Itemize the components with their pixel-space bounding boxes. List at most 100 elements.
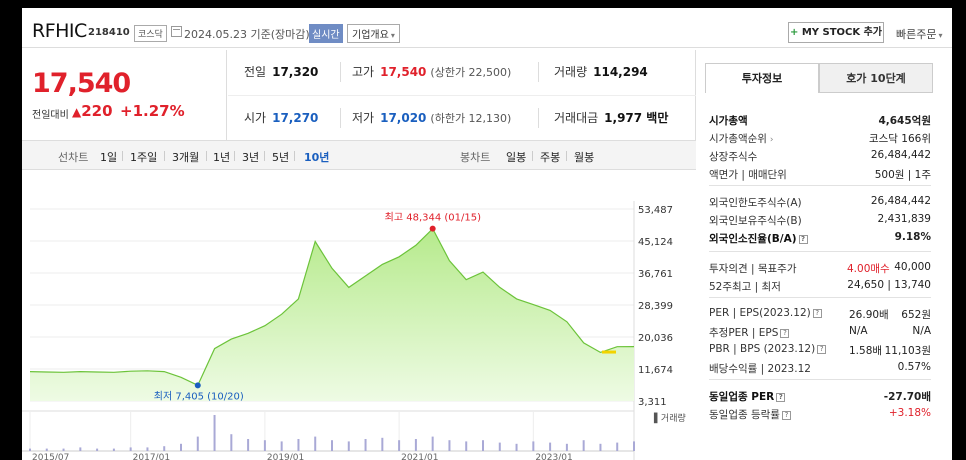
info-value-secondary: 26.90배 — [849, 309, 889, 321]
volume-bar — [280, 441, 283, 451]
lower-limit: (하한가 12,130) — [430, 112, 512, 125]
candle-monthly[interactable]: 월봉 — [574, 151, 595, 164]
volume-bar — [532, 441, 535, 451]
volume-bar — [616, 442, 619, 451]
info-value-secondary: 4.00매수 — [847, 263, 890, 275]
info-row: 외국인소진율(B/A)? 9.18% — [709, 229, 931, 247]
upper-limit: (상한가 22,500) — [430, 66, 512, 79]
volume-bar — [163, 446, 166, 451]
chevron-right-icon[interactable]: › — [766, 135, 774, 145]
help-icon[interactable]: ? — [798, 235, 808, 244]
tab-orderbook[interactable]: 호가 10단계 — [819, 63, 933, 93]
volume-label: ▌거래량 — [653, 412, 686, 424]
volume-bar — [29, 448, 31, 451]
volume-bar — [465, 441, 468, 451]
period-3y[interactable]: 3년 — [242, 151, 260, 164]
info-value: 2,431,839 — [877, 213, 931, 225]
help-icon[interactable]: ? — [817, 345, 827, 354]
help-icon[interactable]: ? — [776, 393, 786, 402]
period-1y[interactable]: 1년 — [213, 151, 231, 164]
stats-row-1: 전일 17,320 고가 17,540 (상한가 22,500) 거래량 114,294 — [228, 50, 696, 95]
volume-bar — [515, 443, 518, 451]
volume-bar — [398, 440, 401, 451]
volume-bar — [129, 447, 132, 451]
stat-label: 전일 — [244, 65, 267, 79]
y-tick-label: 36,761 — [638, 269, 673, 280]
plus-icon: + — [789, 27, 799, 38]
line-chart-label: 선차트 — [58, 151, 89, 164]
current-price: 17,540 — [32, 68, 131, 99]
stat-label: 시가 — [244, 111, 267, 125]
info-label: 외국인소진율(B/A)? — [709, 231, 808, 246]
info-value: 24,650 | 13,740 — [847, 279, 931, 291]
price-stats: 전일 17,320 고가 17,540 (상한가 22,500) 거래량 114,294… — [228, 50, 696, 140]
period-3m[interactable]: 3개월 — [172, 151, 200, 164]
candle-daily[interactable]: 일봉 — [506, 151, 527, 164]
info-row: 외국인한도주식수(A) 26,484,442 — [709, 193, 931, 211]
stat-prev-close: 전일 17,320 — [244, 50, 318, 95]
volume-bar — [297, 439, 300, 451]
quote-date: 2024.05.23 기준(장마감) — [184, 28, 310, 41]
min-point — [194, 382, 201, 389]
info-label: 52주최고 | 최저 — [709, 281, 781, 293]
company-info-dropdown[interactable]: 기업개요 ▾ — [347, 24, 400, 43]
quick-order-dropdown[interactable]: 빠른주문 ▾ — [896, 26, 943, 42]
info-label: 추정PER | EPS? — [709, 325, 790, 340]
stock-widget: RFHIC 218410 코스닥 2024.05.23 기준(장마감) 실시간 … — [22, 8, 952, 460]
info-label: 시가총액 — [709, 115, 748, 127]
stat-value: 17,020 — [380, 111, 427, 125]
price-chart-svg: 최고 48,344 (01/15) 최저 7,405 (10/20) 53,487… — [22, 201, 686, 460]
volume-bar — [482, 440, 484, 451]
quick-order-label: 빠른주문 — [896, 28, 937, 41]
period-10y[interactable]: 10년 — [304, 151, 330, 164]
info-value: 11,103원 — [884, 345, 931, 357]
period-5y[interactable]: 5년 — [272, 151, 290, 164]
info-value: 652원 — [901, 309, 931, 321]
info-value: 4,645억원 — [878, 115, 931, 127]
info-row: 상장주식수 26,484,442 — [709, 147, 931, 165]
volume-bar — [549, 442, 552, 451]
calendar-icon — [171, 26, 182, 37]
info-value-secondary: 1.58배 — [849, 345, 883, 357]
info-row: PBR | BPS (2023.12)? 1.58배 11,103원 — [709, 341, 931, 359]
info-value: N/A — [912, 325, 931, 337]
info-label: 액면가 | 매매단위 — [709, 169, 787, 181]
x-tick-label: 2023/01 — [535, 453, 572, 460]
volume-bar — [431, 436, 434, 451]
volume-bar — [414, 439, 417, 451]
help-icon[interactable]: ? — [781, 411, 791, 420]
volume-bar — [146, 447, 149, 451]
help-icon[interactable]: ? — [780, 329, 790, 338]
stat-label: 저가 — [352, 111, 375, 125]
info-label: 투자의견 | 목표주가 — [709, 263, 797, 275]
volume-bar — [45, 448, 48, 451]
stock-header: RFHIC 218410 코스닥 2024.05.23 기준(장마감) 실시간 … — [22, 8, 952, 48]
price-chart: 최고 48,344 (01/15) 최저 7,405 (10/20) 53,487… — [22, 171, 696, 460]
info-row: 배당수익률 | 2023.12 0.57% — [709, 359, 931, 377]
panel-separator — [709, 297, 931, 298]
up-triangle-icon: ▲ — [72, 105, 82, 119]
tab-investment-info[interactable]: 투자정보 — [705, 63, 819, 93]
info-value: 26,484,442 — [870, 149, 931, 161]
help-icon[interactable]: ? — [812, 309, 822, 318]
stats-row-2: 시가 17,270 저가 17,020 (하한가 12,130) 거래대금 1,977 … — [228, 95, 696, 140]
volume-bar — [213, 415, 216, 451]
volume-bar — [347, 441, 350, 451]
info-row: 동일업종 PER? -27.70배 — [709, 387, 931, 405]
company-info-label: 기업개요 — [352, 30, 389, 41]
info-label: 외국인보유주식수(B) — [709, 215, 802, 227]
candle-weekly[interactable]: 주봉 — [540, 151, 561, 164]
info-value: 0.57% — [897, 361, 931, 373]
period-1w[interactable]: 1주일 — [130, 151, 158, 164]
info-label: PER | EPS(2023.12)? — [709, 307, 822, 319]
add-mystock-button[interactable]: + MY STOCK 추가 — [788, 22, 884, 43]
realtime-button[interactable]: 실시간 — [309, 24, 343, 43]
volume-bar — [247, 439, 250, 451]
info-row: 외국인보유주식수(B) 2,431,839 — [709, 211, 931, 229]
period-1d[interactable]: 1일 — [100, 151, 118, 164]
current-price-box: 17,540 전일대비 ▲220 +1.27% — [22, 50, 227, 140]
volume-bar — [582, 440, 585, 451]
volume-bar — [230, 434, 233, 451]
panel-separator — [709, 379, 931, 380]
price-area — [30, 228, 634, 401]
